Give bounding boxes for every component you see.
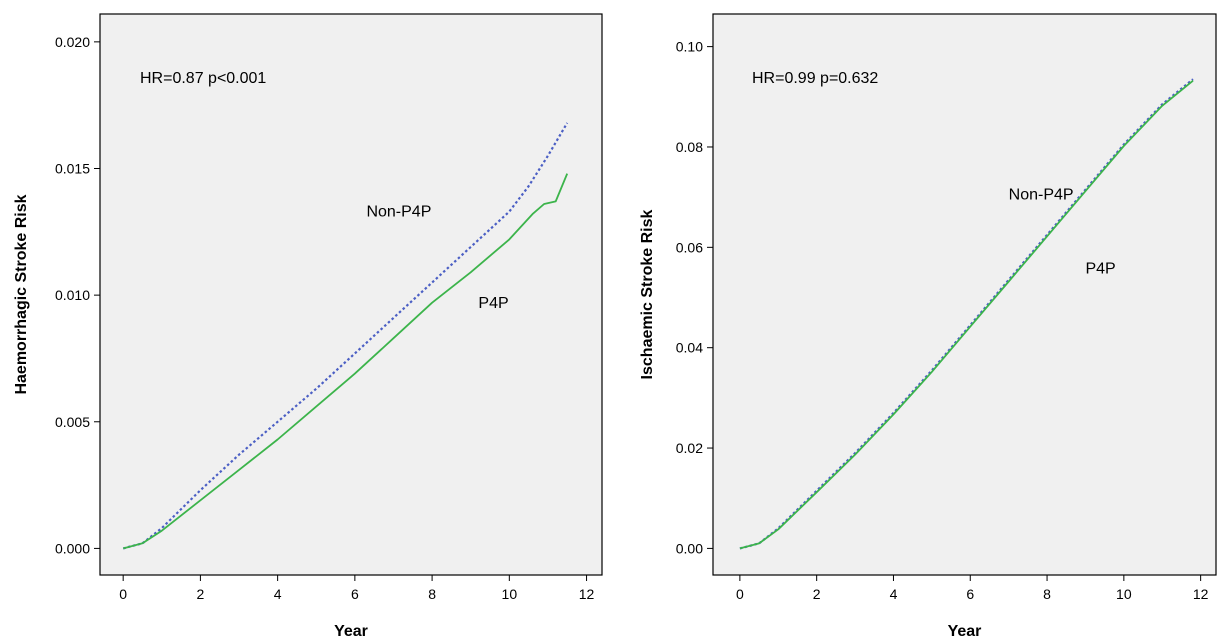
haemorrhagic-chart: 0.000 0.005 0.010 0.015 0.020 0 2 4 6 8 10 12 Year Ha… bbox=[13, 13, 603, 640]
series-line-non-p4p bbox=[122, 122, 569, 550]
x-tick-label: 0 bbox=[736, 586, 744, 602]
ischaemic-chart: 0.00 0.02 0.04 0.06 0.08 0.10 0 2 4 6 8 10 12 Year Isc… bbox=[639, 13, 1217, 640]
y-tick-label: 0.10 bbox=[676, 39, 703, 55]
series-line-p4p bbox=[739, 80, 1194, 550]
x-tick-label: 12 bbox=[579, 586, 595, 602]
y-tick-label: 0.08 bbox=[676, 139, 703, 155]
series-label: P4P bbox=[1085, 260, 1115, 277]
y-tick-label: 0.020 bbox=[55, 34, 90, 50]
y-tick-label: 0.015 bbox=[55, 160, 90, 176]
series-label: P4P bbox=[478, 295, 508, 312]
y-tick-label: 0.04 bbox=[676, 340, 703, 356]
series-label: Non-P4P bbox=[366, 204, 431, 221]
plot-area bbox=[712, 13, 1217, 576]
x-tick-label: 10 bbox=[1116, 586, 1132, 602]
y-tick-label: 0.000 bbox=[55, 540, 90, 556]
x-tick-label: 8 bbox=[428, 586, 436, 602]
y-tick-label: 0.00 bbox=[676, 540, 703, 556]
x-tick-label: 8 bbox=[1043, 586, 1051, 602]
y-tick-label: 0.02 bbox=[676, 440, 703, 456]
x-axis-title: Year bbox=[948, 623, 982, 640]
y-tick-label: 0.010 bbox=[55, 287, 90, 303]
plot-area bbox=[99, 13, 603, 576]
x-tick-label: 0 bbox=[119, 586, 127, 602]
y-axis-title: Haemorrhagic Stroke Risk bbox=[13, 194, 30, 394]
series-line-p4p bbox=[122, 173, 569, 550]
y-tick-label: 0.06 bbox=[676, 239, 703, 255]
y-axis-title: Ischaemic Stroke Risk bbox=[639, 209, 656, 379]
x-axis-title: Year bbox=[334, 623, 368, 640]
x-tick-label: 4 bbox=[274, 586, 282, 602]
hazard-ratio-annotation: HR=0.87 p<0.001 bbox=[140, 70, 266, 87]
x-tick-label: 6 bbox=[351, 586, 359, 602]
x-tick-label: 12 bbox=[1193, 586, 1209, 602]
x-tick-label: 10 bbox=[502, 586, 518, 602]
series-line-non-p4p bbox=[739, 78, 1194, 550]
y-tick-label: 0.005 bbox=[55, 414, 90, 430]
series-label: Non-P4P bbox=[1009, 187, 1074, 204]
hazard-ratio-annotation: HR=0.99 p=0.632 bbox=[752, 70, 878, 87]
x-tick-label: 6 bbox=[966, 586, 974, 602]
x-tick-label: 4 bbox=[890, 586, 898, 602]
x-tick-label: 2 bbox=[813, 586, 821, 602]
x-tick-label: 2 bbox=[197, 586, 205, 602]
